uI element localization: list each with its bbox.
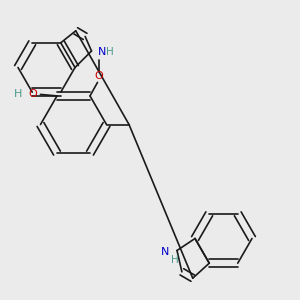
Text: H: H: [171, 255, 179, 265]
Text: O: O: [29, 89, 38, 99]
Text: O: O: [94, 71, 103, 81]
Text: H: H: [14, 89, 22, 99]
Text: N: N: [161, 247, 170, 257]
Text: H: H: [106, 47, 114, 58]
Text: N: N: [98, 47, 106, 58]
